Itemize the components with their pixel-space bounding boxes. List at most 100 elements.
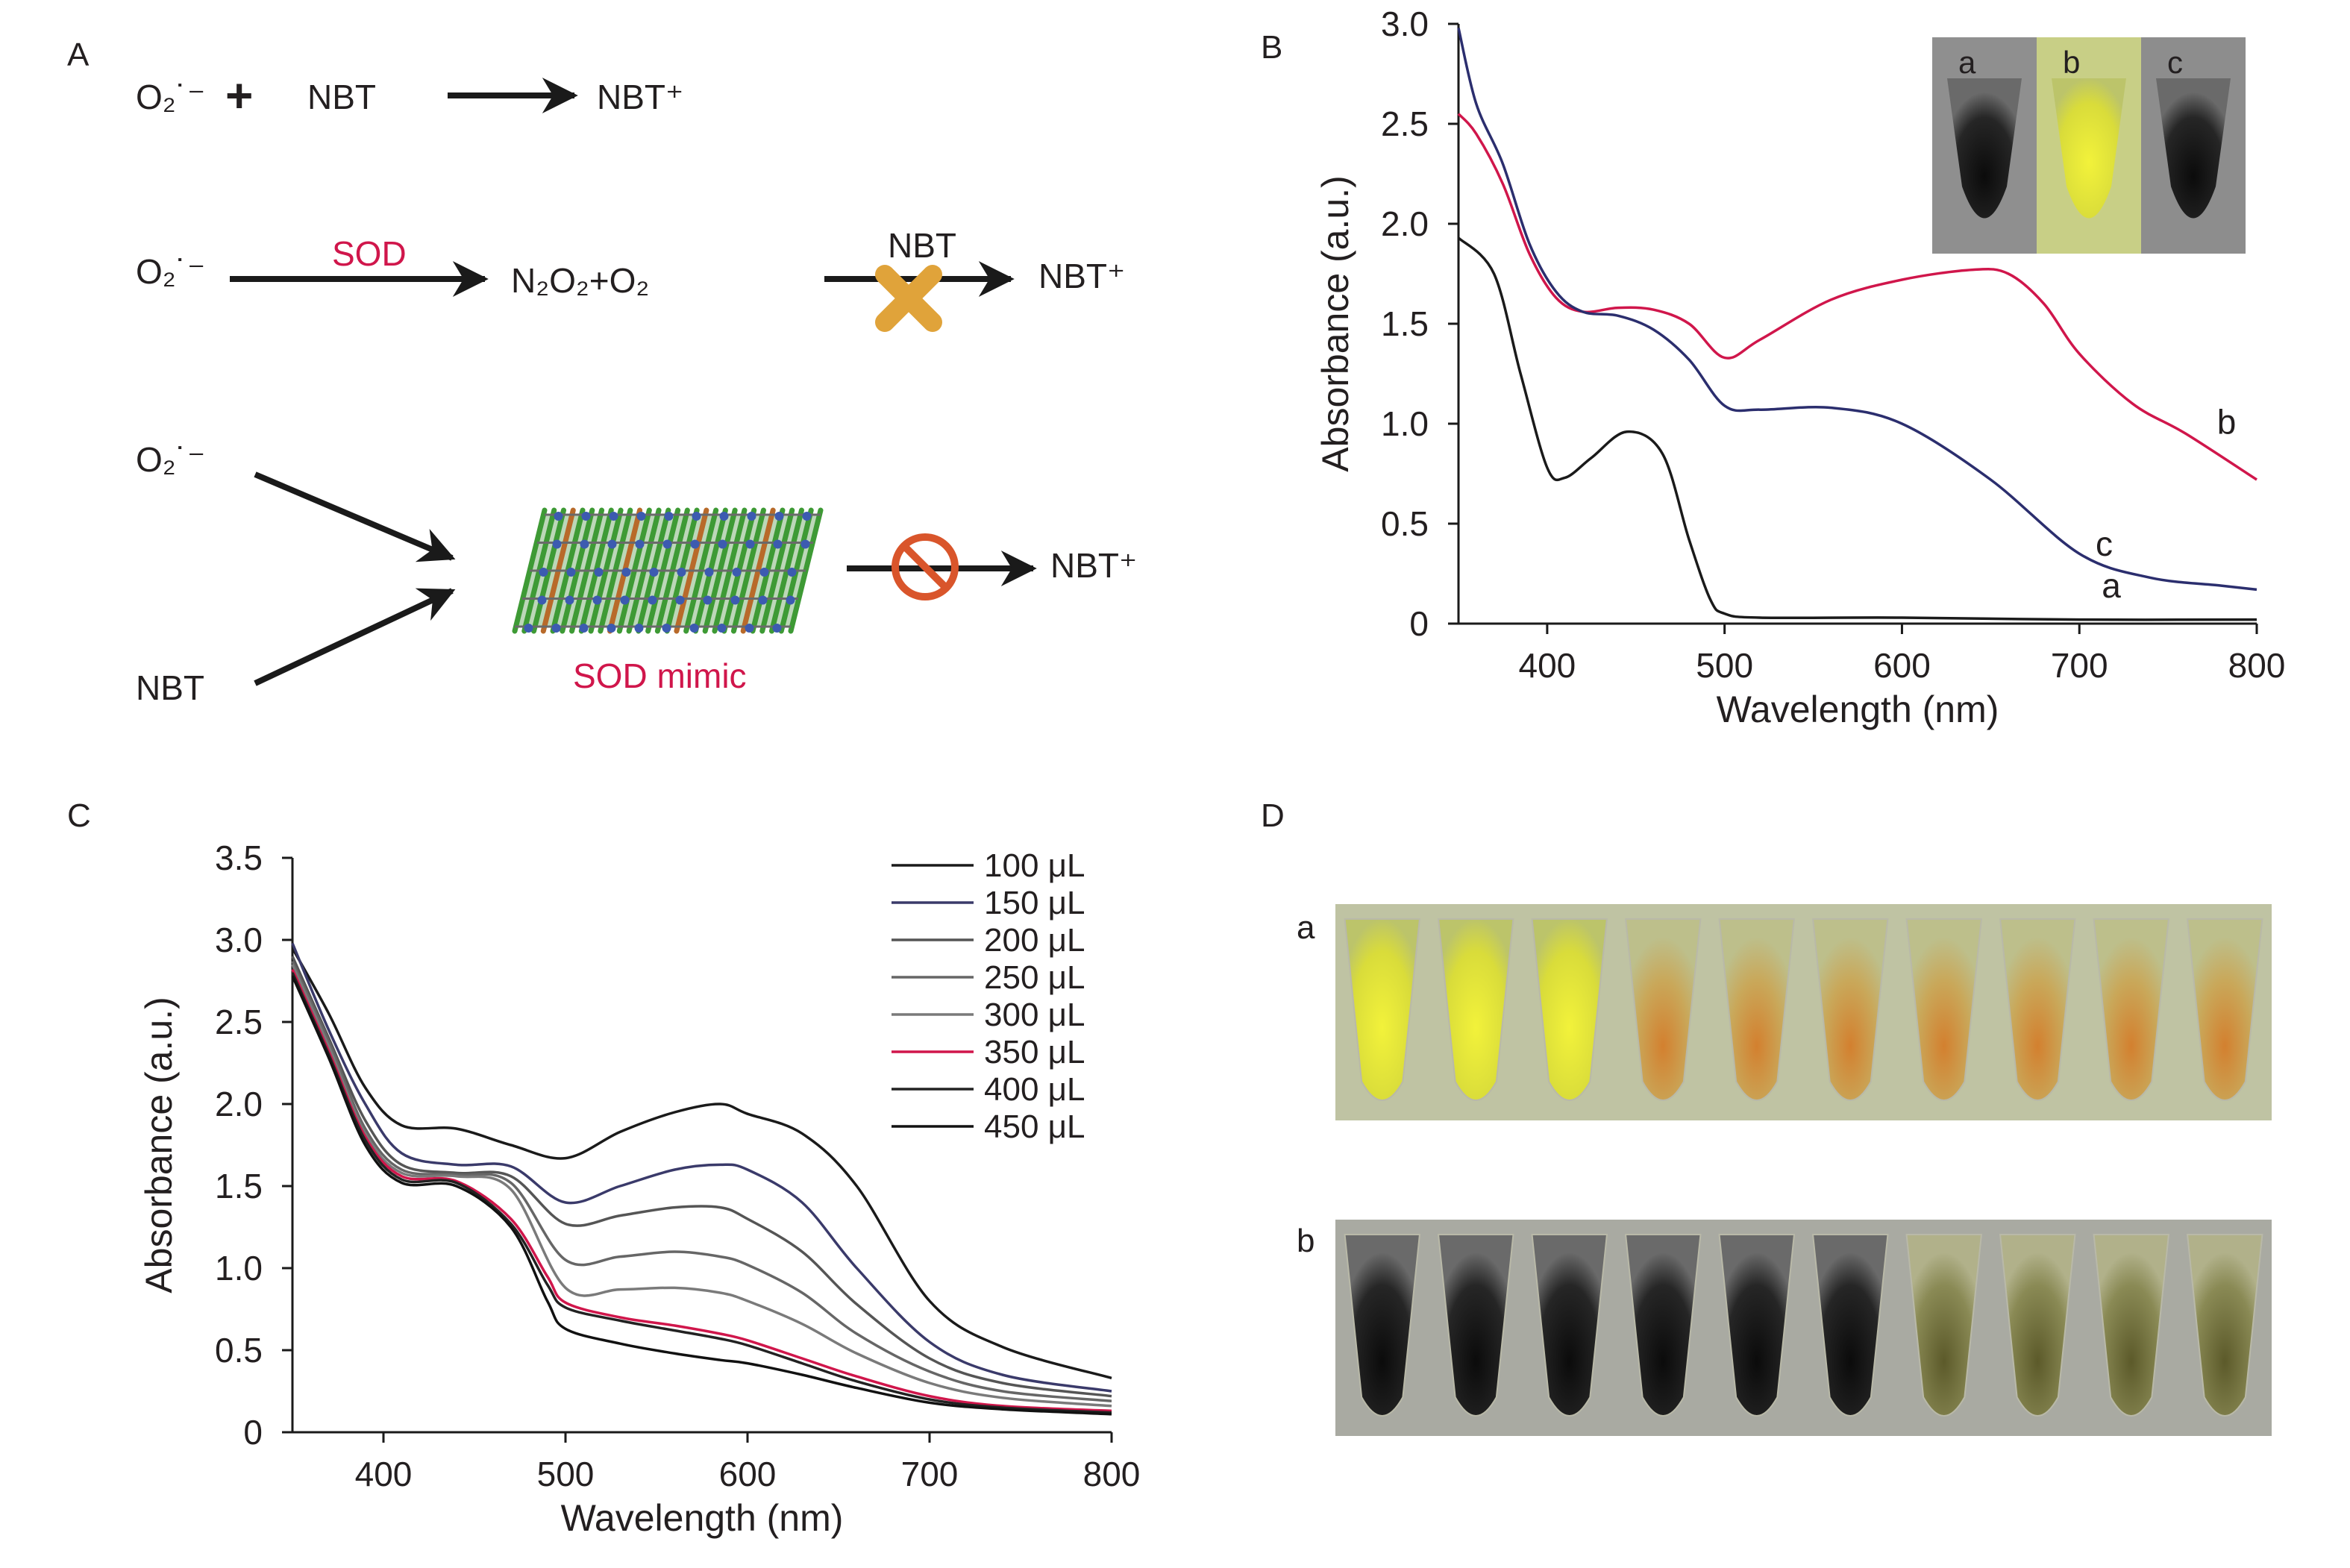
- series-line-7: [291, 972, 1112, 1414]
- tube: [1437, 918, 1514, 1101]
- tube-a: [1947, 78, 2022, 219]
- nbt-label: NBT: [136, 668, 204, 707]
- tube-row-a-photo: [1335, 904, 2272, 1120]
- y-tick-label: 3.5: [215, 838, 263, 877]
- y-tick-label: 1.5: [215, 1167, 263, 1205]
- series-line-6: [291, 968, 1112, 1413]
- y-axis-title: Absorbance (a.u.): [1315, 175, 1356, 471]
- tube: [2186, 1234, 2263, 1417]
- chart-b: 400 500 600 700 800 0 0.5 1.0 1.5 2.0 2.5 3.0 Wavele…: [1315, 4, 2285, 730]
- nbt-label: NBT: [888, 226, 956, 265]
- x-tick-label: 500: [537, 1455, 595, 1493]
- superoxide-label: O₂˙⁻: [136, 440, 205, 479]
- y-tick-label: 0.5: [1381, 504, 1429, 543]
- tube: [1905, 1234, 1983, 1417]
- series-line-2: [1457, 113, 2257, 481]
- tube: [1999, 1234, 2076, 1417]
- tube: [1531, 1234, 1608, 1417]
- nbt-plus-label: NBT⁺: [1038, 257, 1125, 295]
- plus-sign: +: [225, 69, 253, 122]
- x-axis-title: Wavelength (nm): [1717, 689, 1999, 730]
- inset-label-b: b: [2063, 45, 2080, 80]
- x-axis-title: Wavelength (nm): [561, 1497, 844, 1539]
- series-line-4: [291, 960, 1112, 1402]
- tube: [1624, 918, 1702, 1101]
- prohibition-icon: [892, 533, 959, 600]
- x-tick-label: 800: [1083, 1455, 1141, 1493]
- x-tick-label: 500: [1696, 646, 1753, 685]
- y-tick-label: 0: [243, 1413, 263, 1452]
- series-line-2: [291, 942, 1112, 1393]
- tube: [1437, 1234, 1514, 1417]
- y-tick-label: 2.5: [1381, 104, 1429, 143]
- cross-icon: [875, 265, 942, 332]
- y-axis-title: Absorbance (a.u.): [138, 997, 180, 1293]
- legend-label: 400 μL: [984, 1071, 1085, 1108]
- y-tick-label: 0: [1409, 604, 1429, 643]
- dismutation-products: N₂O₂+O₂: [511, 261, 649, 300]
- superoxide-label: O₂˙⁻: [136, 252, 205, 291]
- legend-label: 450 μL: [984, 1108, 1085, 1145]
- x-tick-label: 600: [719, 1455, 777, 1493]
- legend-label: 350 μL: [984, 1034, 1085, 1070]
- y-tick-label: 2.0: [1381, 204, 1429, 243]
- legend-label: 300 μL: [984, 997, 1085, 1033]
- nbt-plus-label: NBT⁺: [1050, 546, 1137, 585]
- curve-label: c: [2096, 524, 2113, 563]
- x-tick-label: 700: [2051, 646, 2108, 685]
- inset-label-a: a: [1958, 45, 1976, 80]
- tube: [2093, 1234, 2170, 1417]
- y-tick-label: 0.5: [215, 1331, 263, 1370]
- series-line-8: [291, 975, 1112, 1416]
- y-tick-label: 3.0: [215, 921, 263, 959]
- photo-row-label-b: b: [1297, 1223, 1315, 1259]
- reaction-scheme: O₂˙⁻ + NBT NBT⁺ O₂˙⁻ SOD N₂O₂+O₂ NBT NBT…: [136, 69, 1137, 707]
- superoxide-arrow: [254, 471, 456, 562]
- legend-label: 100 μL: [984, 847, 1085, 884]
- y-tick-label: 2.0: [215, 1085, 263, 1123]
- x-tick-label: 400: [1519, 646, 1576, 685]
- y-tick-label: 1.0: [1381, 404, 1429, 443]
- y-tick-label: 3.0: [1381, 4, 1429, 43]
- tube: [2186, 918, 2263, 1101]
- curve-label: b: [2217, 402, 2237, 441]
- tube-inset-photo: a b c: [1932, 37, 2246, 254]
- sod-mimic-label: SOD mimic: [573, 656, 747, 695]
- tube: [1344, 918, 1421, 1101]
- nbt-plus-label: NBT⁺: [597, 78, 683, 116]
- tube: [1344, 1234, 1421, 1417]
- curve-label: a: [2102, 566, 2121, 605]
- series-line-5: [291, 964, 1112, 1408]
- tube: [2093, 918, 2170, 1101]
- tube: [1718, 1234, 1796, 1417]
- series-line-3: [1457, 27, 2257, 592]
- series-line-1: [291, 947, 1112, 1380]
- x-tick-label: 800: [2228, 646, 2286, 685]
- photo-row-label-a: a: [1297, 909, 1315, 946]
- panel-label-c: C: [67, 797, 91, 834]
- superoxide-label: O₂˙⁻: [136, 78, 205, 116]
- chart-c: 400 500 600 700 800 0 0.5 1.0 1.5 2.0 2.5 3.0 3.5 Wav…: [138, 838, 1140, 1539]
- sod-mimic-nanosheet-icon: [512, 507, 824, 634]
- y-tick-label: 2.5: [215, 1003, 263, 1041]
- nbt-arrow: [254, 588, 456, 686]
- panel-label-a: A: [67, 37, 90, 73]
- legend-label: 250 μL: [984, 959, 1085, 996]
- x-tick-label: 400: [355, 1455, 413, 1493]
- tube: [1811, 918, 1889, 1101]
- tube: [1999, 918, 2076, 1101]
- tube: [1905, 918, 1983, 1101]
- series-line-1: [1457, 236, 2257, 621]
- tube: [1624, 1234, 1702, 1417]
- legend-label: 150 μL: [984, 885, 1085, 921]
- tube: [1531, 918, 1608, 1101]
- x-tick-label: 700: [901, 1455, 959, 1493]
- tube-b: [2052, 78, 2126, 219]
- y-tick-label: 1.5: [1381, 304, 1429, 343]
- tube: [1811, 1234, 1889, 1417]
- x-tick-label: 600: [1873, 646, 1931, 685]
- tube: [1718, 918, 1796, 1101]
- sod-label: SOD: [332, 234, 407, 273]
- legend-label: 200 μL: [984, 922, 1085, 959]
